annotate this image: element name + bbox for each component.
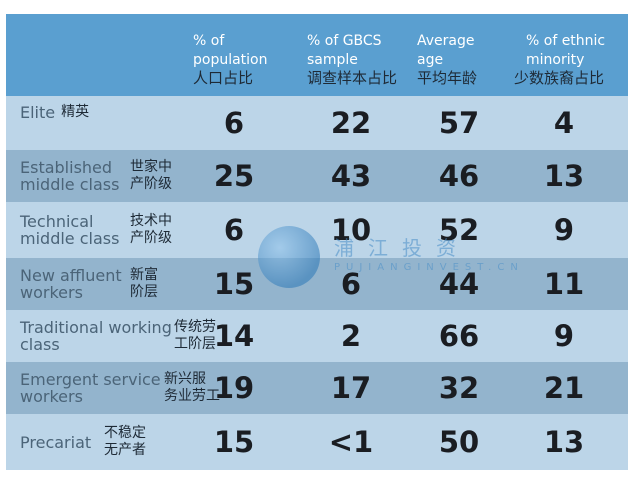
row-label-cn: 新兴服 务业劳工 xyxy=(164,371,220,404)
header-age-en: Average age xyxy=(417,33,475,68)
cell-ethnic: 9 xyxy=(553,213,575,247)
cell-sample: 22 xyxy=(330,106,372,140)
row-label-en: New affluent workers xyxy=(20,266,122,302)
row-label-cn: 不稳定 无产者 xyxy=(104,425,146,458)
row-label-en: Established middle class xyxy=(20,158,120,194)
cell-sample: 2 xyxy=(340,319,362,353)
cell-ethnic: 13 xyxy=(543,159,585,193)
watermark-subtext: PUJIANGINVEST.CN xyxy=(334,262,524,273)
header-population-cn: 人口占比 xyxy=(193,69,254,87)
header-sample: % of GBCS sample 调查样本占比 xyxy=(307,32,397,87)
cell-population: 19 xyxy=(213,371,255,405)
watermark-text: 浦江投资 xyxy=(334,236,470,260)
table-row: Established middle class 世家中 产阶级 25 43 4… xyxy=(6,150,628,202)
cell-ethnic: 9 xyxy=(553,319,575,353)
cell-sample: 43 xyxy=(330,159,372,193)
cell-sample: <1 xyxy=(328,425,374,459)
table-row: Traditional working class 传统劳 工阶层 14 2 6… xyxy=(6,310,628,362)
row-label-en: Emergent service workers xyxy=(20,370,161,406)
cell-population: 6 xyxy=(223,213,245,247)
header-ethnic-en: % of ethnic minority xyxy=(526,33,606,68)
cell-population: 14 xyxy=(213,319,255,353)
cell-population: 15 xyxy=(213,267,255,301)
watermark: 浦江投资 PUJIANGINVEST.CN xyxy=(258,226,518,288)
cell-age: 44 xyxy=(438,267,480,301)
header-population: % of population 人口占比 xyxy=(193,32,268,87)
social-class-table: % of population 人口占比 % of GBCS sample 调查… xyxy=(6,14,628,470)
header-age: Average age 平均年龄 xyxy=(417,32,477,87)
row-label-cn: 传统劳 工阶层 xyxy=(174,319,216,352)
header-sample-cn: 调查样本占比 xyxy=(307,69,398,87)
cell-sample: 6 xyxy=(340,267,362,301)
header-ethnic: % of ethnic minority 少数族裔占比 xyxy=(514,32,605,87)
cell-age: 66 xyxy=(438,319,480,353)
row-label-cn: 精英 xyxy=(61,104,90,120)
cell-ethnic: 11 xyxy=(543,267,585,301)
cell-age: 32 xyxy=(438,371,480,405)
table-row: Precariat 不稳定 无产者 15 <1 50 13 xyxy=(6,414,628,470)
row-label: Elite 精英 xyxy=(20,96,89,121)
header-population-en: % of population xyxy=(193,33,268,68)
table-row: Emergent service workers 新兴服 务业劳工 19 17 … xyxy=(6,362,628,414)
cell-population: 6 xyxy=(223,106,245,140)
cell-age: 57 xyxy=(438,106,480,140)
row-label-cn: 新富 阶层 xyxy=(130,267,158,300)
cell-age: 52 xyxy=(438,213,480,247)
header-age-cn: 平均年龄 xyxy=(417,69,478,87)
cell-age: 46 xyxy=(438,159,480,193)
table-row: Elite 精英 6 22 57 4 xyxy=(6,96,628,150)
row-label-cn: 技术中 产阶级 xyxy=(130,213,172,246)
cell-population: 15 xyxy=(213,425,255,459)
header-ethnic-cn: 少数族裔占比 xyxy=(514,69,605,87)
watermark-logo-icon xyxy=(258,226,320,288)
header-sample-en: % of GBCS sample xyxy=(307,33,382,68)
cell-ethnic: 4 xyxy=(553,106,575,140)
row-label-en: Technical middle class xyxy=(20,212,120,248)
cell-population: 25 xyxy=(213,159,255,193)
cell-sample: 17 xyxy=(330,371,372,405)
table-header: % of population 人口占比 % of GBCS sample 调查… xyxy=(6,14,628,96)
cell-ethnic: 13 xyxy=(543,425,585,459)
row-label-en: Elite xyxy=(20,103,56,122)
cell-ethnic: 21 xyxy=(543,371,585,405)
row-label-en: Precariat xyxy=(20,432,92,452)
row-label-en: Traditional working class xyxy=(20,318,172,354)
cell-age: 50 xyxy=(438,425,480,459)
cell-sample: 10 xyxy=(330,213,372,247)
row-label-cn: 世家中 产阶级 xyxy=(130,159,172,192)
